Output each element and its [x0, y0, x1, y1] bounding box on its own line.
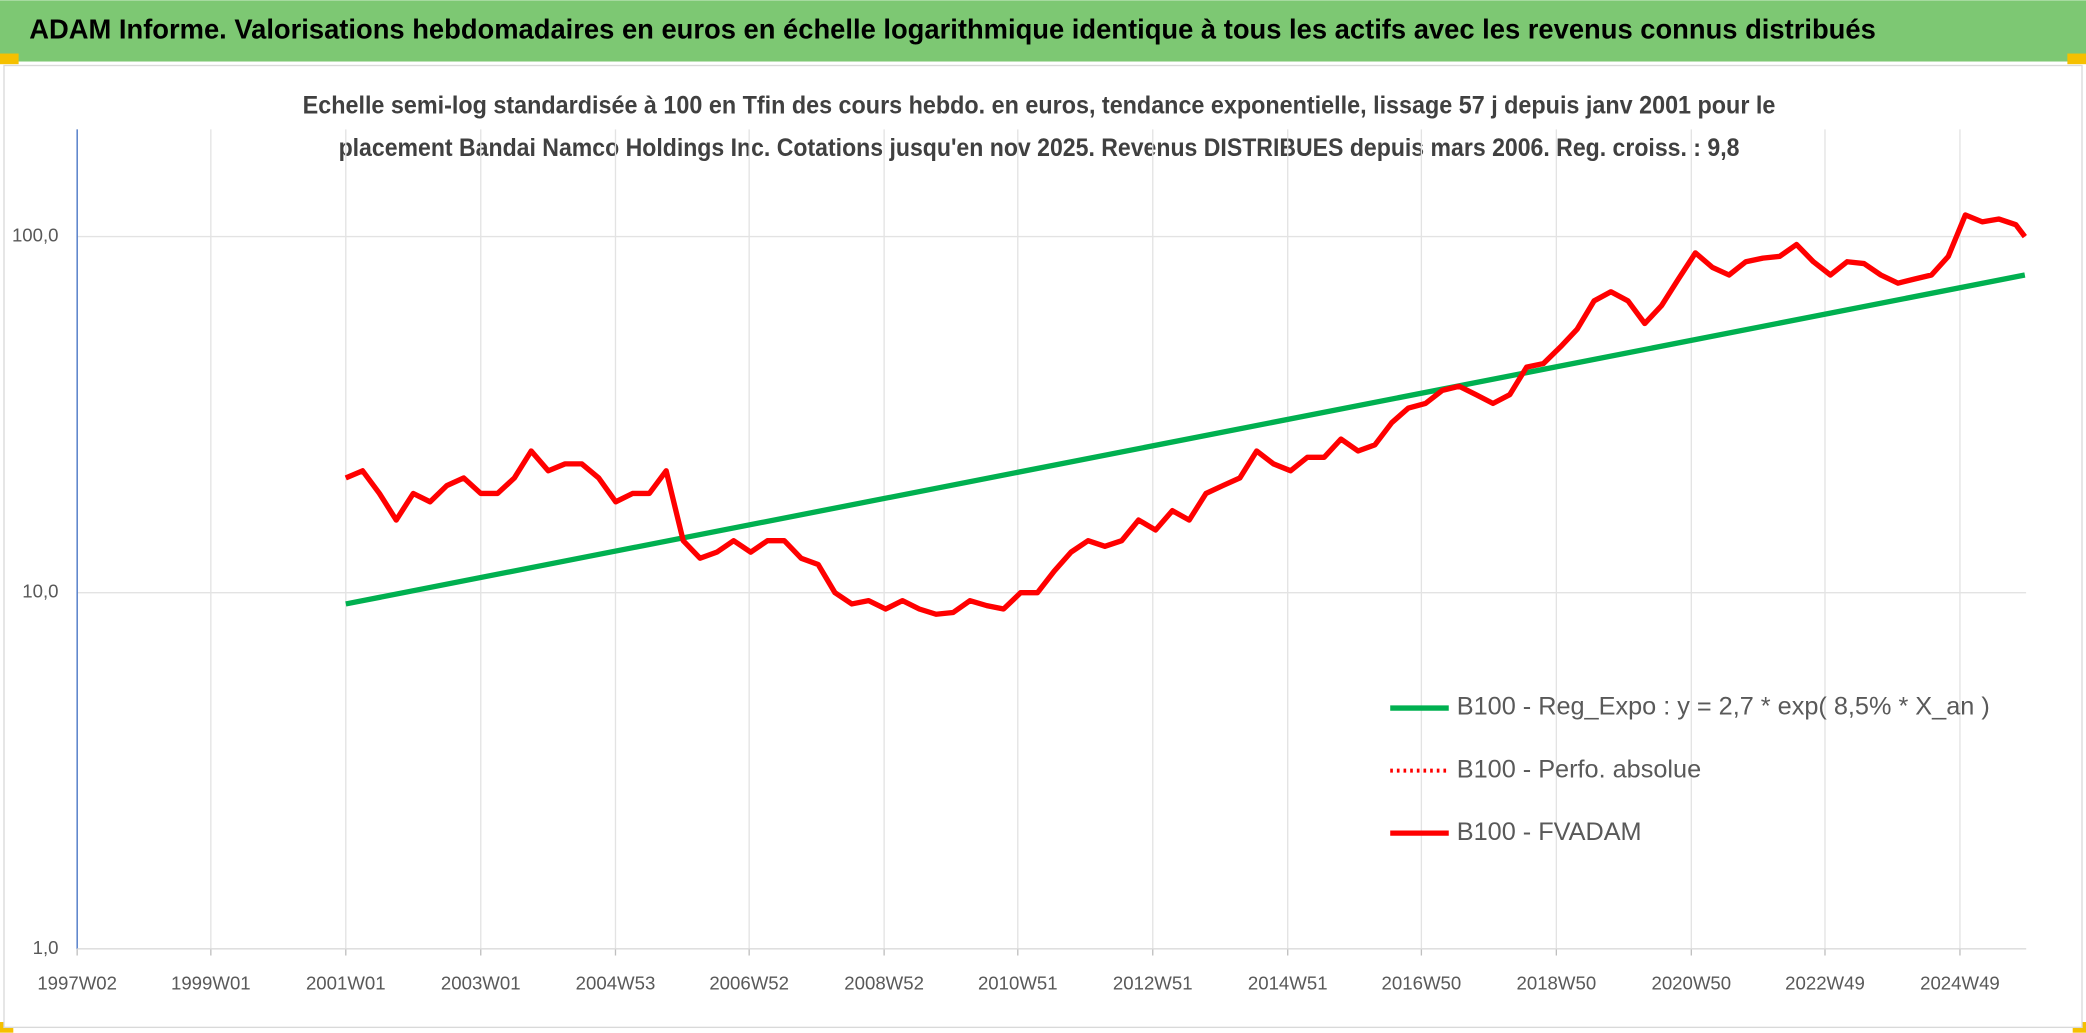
x-tick-label: 2016W50 — [1382, 973, 1462, 994]
x-tick-label: 2006W52 — [709, 973, 789, 994]
x-tick-label: 2014W51 — [1248, 973, 1328, 994]
x-tick-label: 2001W01 — [306, 973, 386, 994]
x-tick-label: 2022W49 — [1785, 973, 1865, 994]
y-tick-label: 1,0 — [33, 937, 59, 958]
series-line — [345, 272, 2026, 607]
x-tick-label: 2018W50 — [1517, 973, 1597, 994]
chart-frame — [3, 64, 2083, 1029]
chart-subtitle: Echelle semi-log standardisée à 100 en T… — [303, 91, 1776, 119]
chart-subtitle: placement Bandai Namco Holdings Inc. Cot… — [339, 134, 1740, 162]
x-tick-label: 2004W53 — [576, 973, 656, 994]
corner-mark — [0, 53, 19, 65]
x-tick-label: 2008W52 — [844, 973, 924, 994]
x-tick-label: 2012W51 — [1113, 973, 1193, 994]
header-bar — [0, 0, 2086, 62]
legend-label: B100 - Perfo. absolue — [1457, 755, 1701, 783]
series-line — [344, 212, 2027, 617]
x-tick-label: 1997W02 — [37, 973, 117, 994]
y-tick-label: 100,0 — [12, 224, 59, 245]
chart-title: ADAM Informe. Valorisations hebdomadaire… — [29, 13, 1876, 44]
legend-label: B100 - Reg_Expo : y = 2,7 * exp( 8,5% * … — [1457, 693, 1990, 721]
x-tick-label: 2020W50 — [1651, 973, 1731, 994]
x-tick-label: 2010W51 — [978, 973, 1058, 994]
corner-mark — [2067, 53, 2086, 65]
x-tick-label: 1999W01 — [171, 973, 251, 994]
legend-label: B100 - FVADAM — [1457, 818, 1642, 846]
y-tick-label: 10,0 — [22, 581, 58, 602]
x-tick-label: 2024W49 — [1920, 973, 2000, 994]
x-tick-label: 2003W01 — [441, 973, 521, 994]
